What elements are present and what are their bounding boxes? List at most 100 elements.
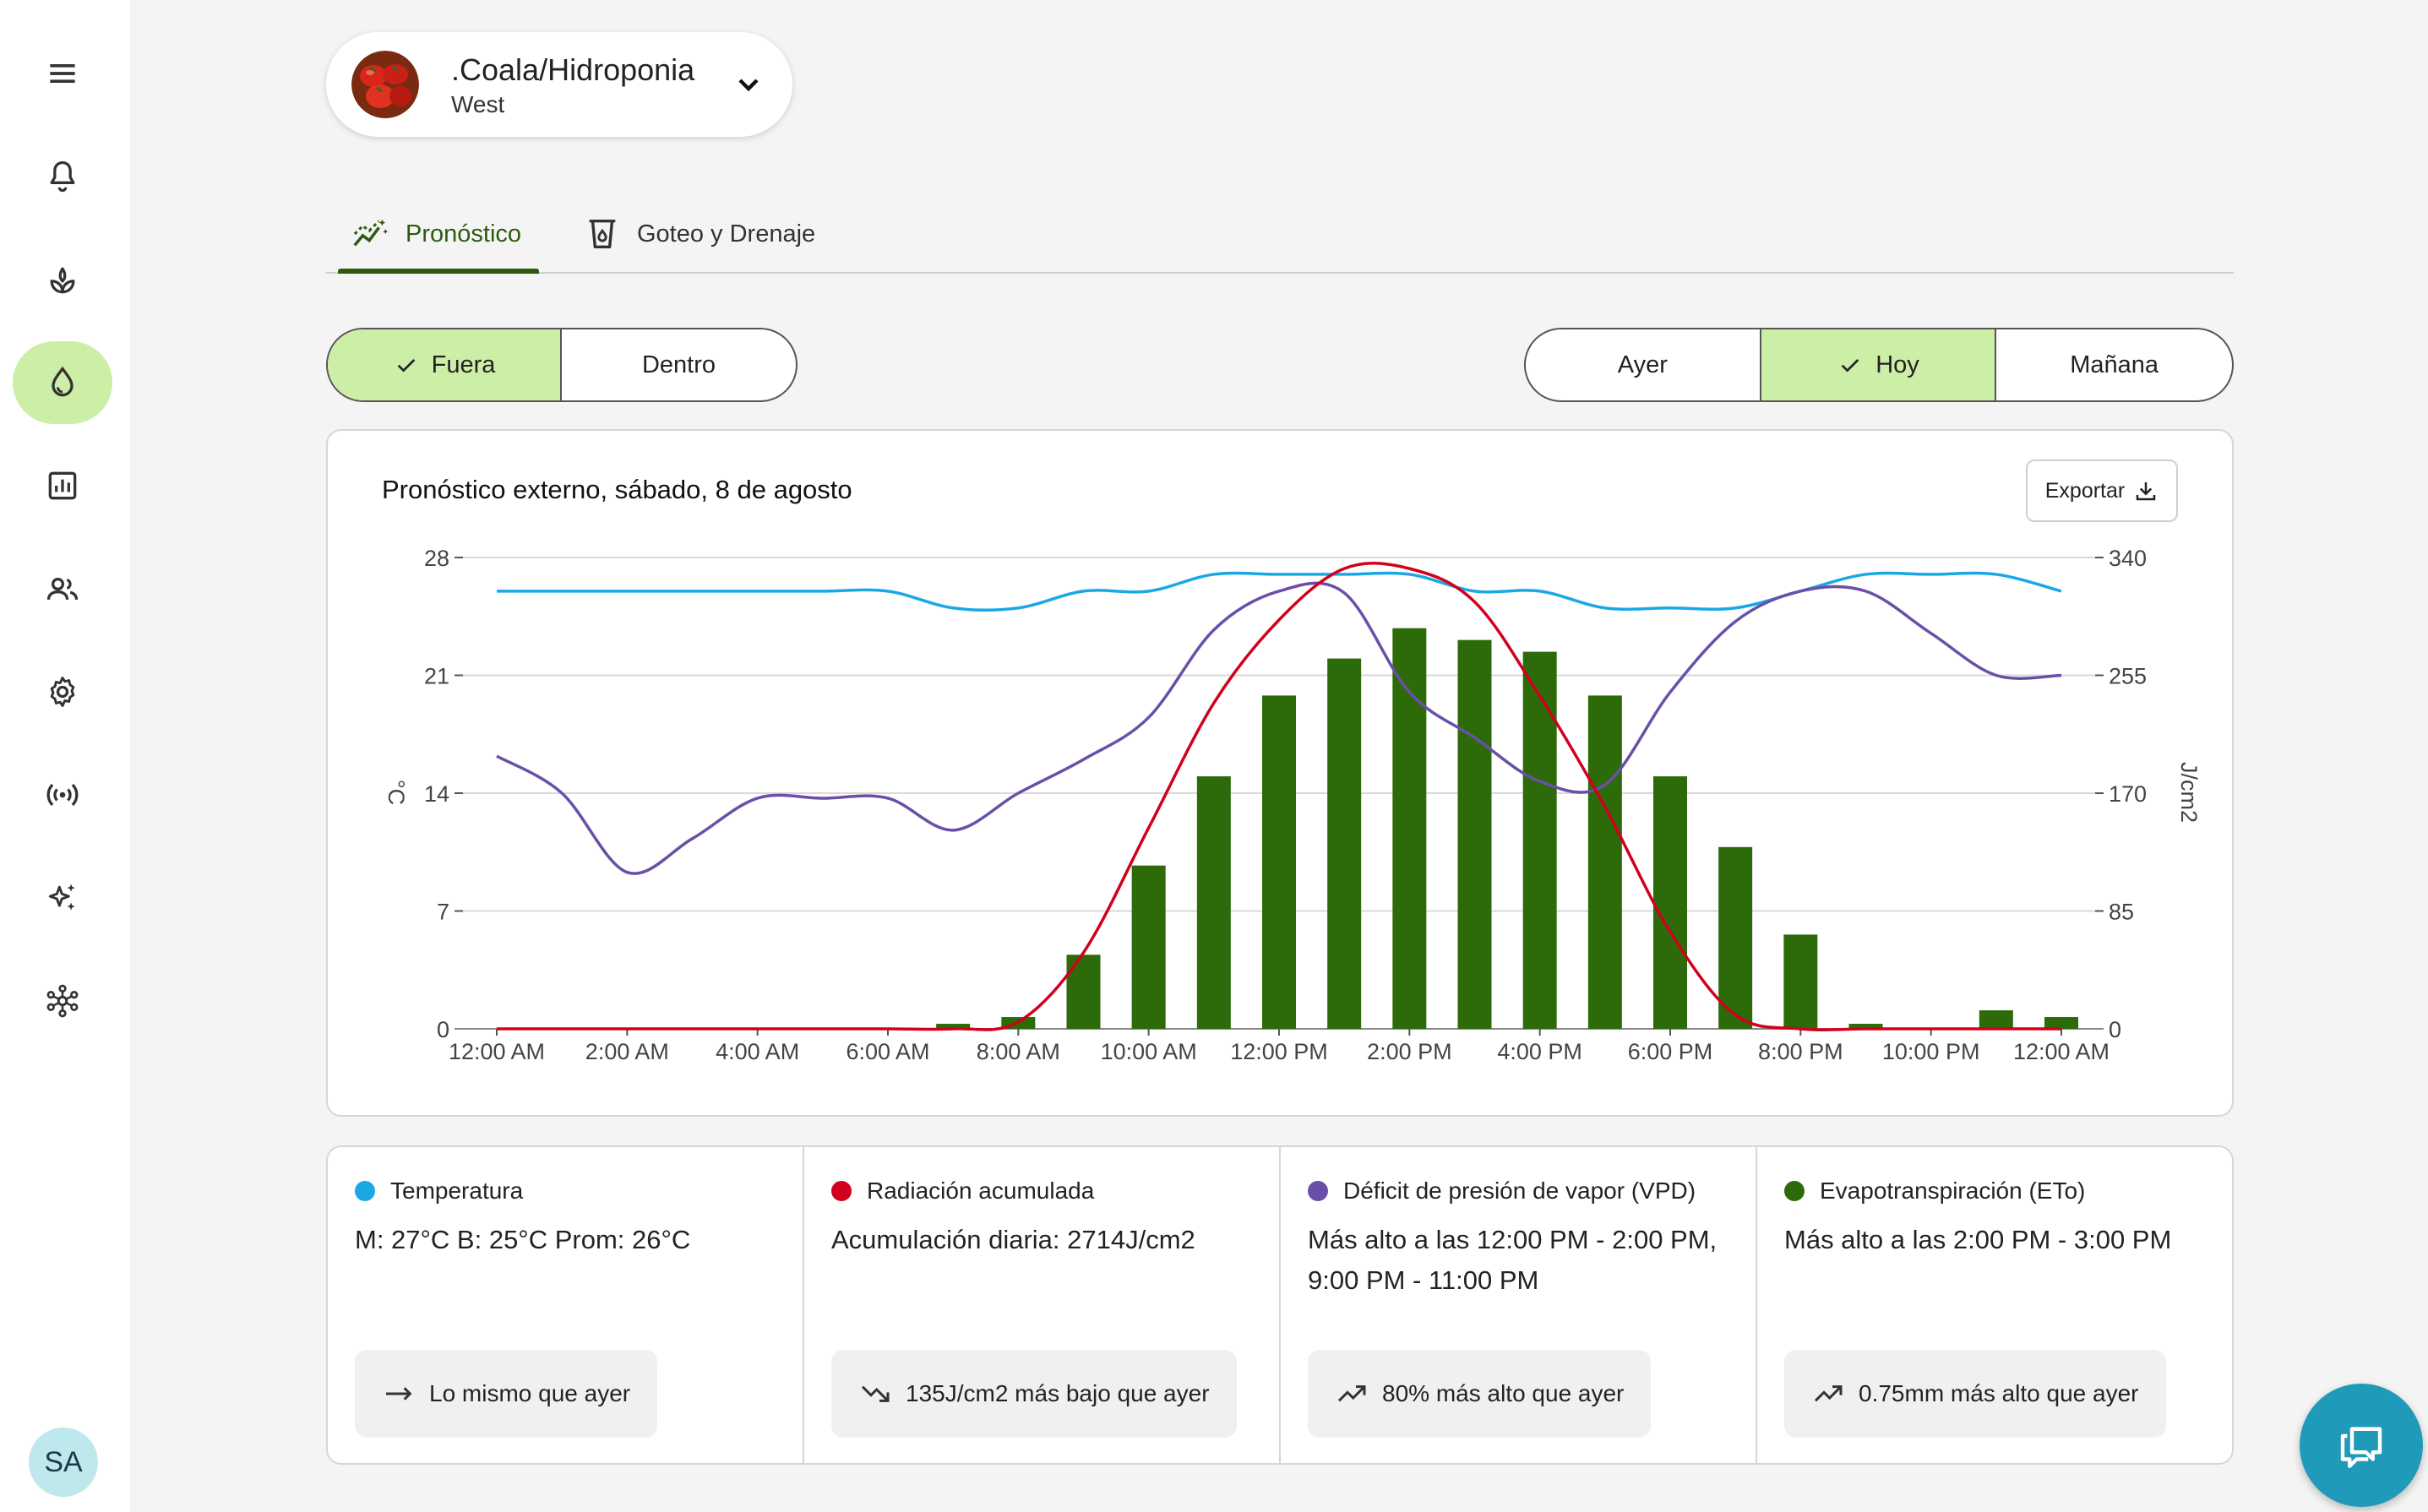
forecast-chart-card: 0 7 14 21 28 0 85 170 255 340 °C J/cm2 12:00 AM 2:00 …: [326, 429, 2234, 1117]
tab-forecast[interactable]: Pronóstico: [351, 194, 521, 274]
y-left-tick-label: 0: [437, 1017, 449, 1042]
eto-bar: [1392, 628, 1427, 1029]
network-icon: [46, 984, 79, 1018]
tab-drip-drainage[interactable]: Goteo y Drenaje: [583, 194, 815, 274]
sidebar-item-users[interactable]: [13, 547, 112, 630]
x-tick-label: 4:00 AM: [716, 1039, 799, 1064]
x-tick-label: 8:00 AM: [977, 1039, 1060, 1064]
trend-text: Lo mismo que ayer: [429, 1380, 631, 1406]
x-tick-label: 8:00 PM: [1758, 1039, 1843, 1064]
summary-vpd: Déficit de presión de vapor (VPD) Más al…: [1281, 1147, 1757, 1463]
drip-cup-icon: [589, 219, 616, 249]
eto-bar: [1262, 695, 1296, 1029]
check-icon: [1841, 359, 1859, 373]
today-label: Hoy: [1875, 351, 1919, 378]
trend-badge: Lo mismo que ayer: [355, 1350, 658, 1438]
sidebar-item-settings[interactable]: [13, 650, 112, 733]
sidebar-item-reports[interactable]: [13, 444, 112, 527]
location-subtitle: West: [451, 91, 505, 117]
avatar-initials: SA: [44, 1445, 83, 1478]
eto-bar: [1848, 1024, 1883, 1029]
sidebar-item-notifications[interactable]: [13, 135, 112, 218]
trend-text: 80% más alto que ayer: [1382, 1380, 1625, 1406]
tomorrow-button[interactable]: Mañana: [1996, 329, 2232, 400]
summary-panel: Temperatura M: 27°C B: 25°C Prom: 26°C L…: [326, 1145, 2234, 1465]
trend-up-icon: [1337, 1385, 1366, 1402]
y-right-axis-label: J/cm2: [2176, 762, 2202, 823]
summary-title: Temperatura: [390, 1178, 524, 1204]
trend-text: 135J/cm2 más bajo que ayer: [906, 1380, 1210, 1406]
yesterday-label: Ayer: [1617, 351, 1668, 378]
menu-icon: [50, 64, 75, 83]
eto-bar: [1653, 776, 1687, 1029]
eto-bar: [1131, 865, 1166, 1029]
download-icon: [2136, 482, 2156, 501]
gear-icon: [50, 677, 75, 707]
active-tab-indicator: [338, 269, 539, 274]
eto-bar: [2044, 1017, 2078, 1029]
x-tick-label: 12:00 PM: [1230, 1039, 1328, 1064]
trend-badge: 135J/cm2 más bajo que ayer: [831, 1350, 1237, 1438]
inside-toggle-label: Dentro: [641, 351, 716, 378]
legend-dot-radiation: [831, 1181, 852, 1201]
location-selector[interactable]: .Coala/Hidroponia West: [326, 32, 792, 137]
y-right-tick-label: 170: [2109, 781, 2147, 807]
outside-toggle-label: Fuera: [431, 351, 496, 378]
sidebar-item-irrigation[interactable]: [13, 341, 112, 424]
x-tick-label: 12:00 AM: [449, 1039, 545, 1064]
legend-dot-eto: [1784, 1181, 1805, 1201]
eto-bar: [1066, 955, 1101, 1029]
forecast-chart: 0 7 14 21 28 0 85 170 255 340 °C J/cm2 12:00 AM 2:00 …: [384, 546, 2202, 1064]
outside-toggle-button[interactable]: Fuera: [328, 329, 562, 400]
eto-bar: [1587, 695, 1622, 1029]
eto-bar: [1783, 934, 1818, 1029]
summary-value: Acumulación diaria: 2714J/cm2: [831, 1225, 1195, 1254]
chat-button[interactable]: [2300, 1384, 2423, 1507]
tab-bar: Pronóstico Goteo y Drenaje: [326, 194, 2234, 274]
bell-icon: [50, 160, 75, 193]
x-tick-label: 4:00 PM: [1497, 1039, 1582, 1064]
check-icon: [397, 359, 415, 373]
yesterday-button[interactable]: Ayer: [1526, 329, 1761, 400]
tab-drip-drainage-label: Goteo y Drenaje: [637, 220, 816, 247]
trend-badge: 80% más alto que ayer: [1308, 1350, 1652, 1438]
chevron-down-icon: [738, 79, 759, 92]
eto-bar: [1457, 639, 1492, 1029]
users-icon: [46, 577, 79, 600]
avatar[interactable]: SA: [29, 1428, 98, 1497]
sidebar-item-sensors[interactable]: [13, 753, 112, 836]
x-tick-label: 6:00 AM: [846, 1039, 929, 1064]
export-button[interactable]: Exportar: [2026, 460, 2178, 522]
trend-down-icon: [861, 1385, 890, 1402]
location-title: .Coala/Hidroponia: [451, 52, 695, 87]
export-label: Exportar: [2044, 478, 2126, 503]
summary-title: Evapotranspiración (ETo): [1820, 1178, 2086, 1204]
sidebar-item-ai[interactable]: [13, 857, 112, 939]
y-right-tick-label: 0: [2109, 1017, 2121, 1042]
y-right-tick-label: 340: [2109, 546, 2147, 571]
eto-bar: [1718, 846, 1753, 1029]
location-toggle: Fuera Dentro: [326, 328, 798, 402]
today-button[interactable]: Hoy: [1761, 329, 1997, 400]
inside-toggle-button[interactable]: Dentro: [562, 329, 796, 400]
summary-header: Evapotranspiración (ETo): [1784, 1178, 2085, 1205]
sidebar-item-plants[interactable]: [13, 238, 112, 321]
x-tick-label: 12:00 AM: [2013, 1039, 2110, 1064]
y-right-tick-label: 85: [2109, 900, 2134, 925]
y-left-tick-label: 28: [424, 546, 449, 571]
x-tick-label: 6:00 PM: [1628, 1039, 1713, 1064]
sidebar-item-network[interactable]: [13, 960, 112, 1042]
summary-temperature: Temperatura M: 27°C B: 25°C Prom: 26°C L…: [328, 1147, 804, 1463]
tomato-image: [351, 51, 419, 118]
sparkles-icon: [48, 884, 75, 911]
summary-eto: Evapotranspiración (ETo) Más alto a las …: [1757, 1147, 2232, 1463]
y-left-tick-label: 14: [424, 781, 449, 807]
y-left-tick-label: 7: [437, 900, 449, 925]
menu-button[interactable]: [13, 32, 112, 115]
trend-up-icon: [1814, 1385, 1843, 1402]
forecast-icon: [353, 219, 389, 247]
broadcast-icon: [46, 783, 79, 807]
plant-icon: [50, 267, 75, 294]
bar-chart-icon: [48, 471, 77, 500]
x-tick-label: 10:00 PM: [1882, 1039, 1980, 1064]
